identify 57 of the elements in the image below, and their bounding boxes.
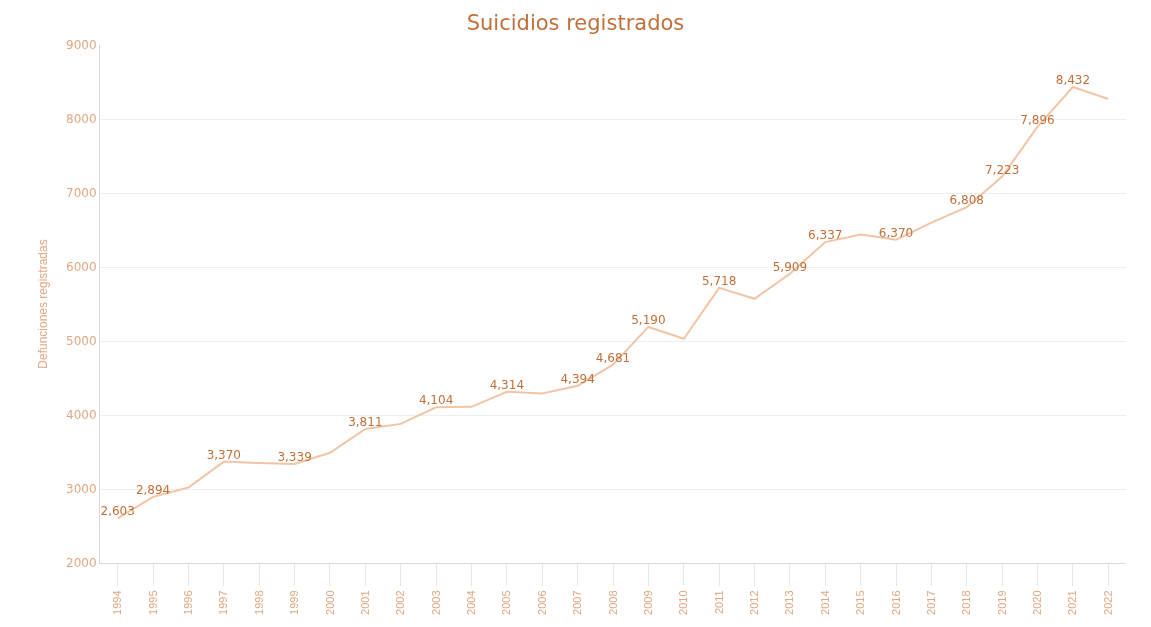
x-tick-label: 1999 (288, 590, 301, 615)
x-tick-label: 2019 (995, 590, 1008, 615)
y-axis-title: Defunciones registradas (36, 239, 51, 369)
x-tick-label: 2016 (889, 590, 902, 615)
x-tick-label: 2018 (960, 590, 973, 615)
x-tick-label: 2012 (748, 590, 761, 615)
data-label: 5,190 (631, 312, 666, 327)
y-tick-label: 3000 (66, 482, 97, 497)
x-tick-label: 2020 (1031, 590, 1044, 615)
y-tick-label: 6000 (66, 260, 97, 275)
x-tick-label: 1994 (111, 590, 124, 615)
x-tick-label: 1996 (182, 590, 195, 615)
x-tick-label: 2022 (1101, 590, 1114, 615)
chart-title: Suicidios registrados (466, 11, 685, 36)
x-tick-label: 2010 (677, 590, 690, 615)
x-tick-label: 2003 (429, 590, 442, 615)
data-label: 2,894 (135, 482, 171, 497)
x-tick-label: 2002 (394, 590, 407, 615)
data-label: 4,394 (560, 371, 595, 386)
data-label: 6,808 (949, 193, 984, 208)
y-tick-label: 2000 (66, 556, 97, 571)
x-tick-label: 1998 (252, 590, 265, 615)
x-tick-label: 2017 (924, 590, 937, 615)
x-tick-label: 2011 (712, 590, 725, 615)
y-tick-label: 7000 (66, 186, 97, 201)
x-tick-label: 2021 (1066, 590, 1079, 615)
x-tick-label: 2008 (606, 590, 619, 615)
y-tick-label: 8000 (66, 112, 97, 127)
data-label: 5,718 (701, 273, 737, 288)
x-tick-label: 2014 (818, 590, 831, 615)
x-tick-label: 2007 (571, 590, 584, 615)
x-tick-label: 2004 (465, 590, 478, 615)
data-label: 5,909 (772, 259, 808, 274)
x-tick-label: 2000 (323, 590, 336, 615)
data-label: 6,337 (808, 228, 843, 243)
data-label: 4,314 (489, 377, 525, 392)
data-label: 7,896 (1020, 112, 1055, 127)
data-label: 4,104 (418, 393, 454, 408)
x-tick-label: 2006 (535, 590, 548, 615)
x-tick-label: 2015 (854, 590, 867, 615)
data-label: 7,223 (984, 162, 1020, 177)
data-label: 8,432 (1055, 73, 1091, 88)
data-label: 4,681 (595, 350, 631, 365)
x-tick-label: 1995 (146, 590, 159, 615)
data-label: 3,370 (206, 447, 242, 462)
y-tick-label: 9000 (66, 38, 97, 53)
x-tick-label: 2009 (641, 590, 654, 615)
data-label: 3,339 (277, 449, 312, 464)
x-tick-label: 2013 (783, 590, 796, 615)
data-label: 6,370 (878, 225, 914, 240)
y-tick-label: 5000 (66, 334, 97, 349)
x-tick-label: 2001 (358, 590, 371, 615)
data-label: 3,811 (348, 414, 383, 429)
x-tick-label: 2005 (500, 590, 513, 615)
y-tick-label: 4000 (66, 408, 97, 423)
x-tick-label: 1997 (217, 590, 230, 615)
data-label: 2,603 (100, 504, 135, 519)
